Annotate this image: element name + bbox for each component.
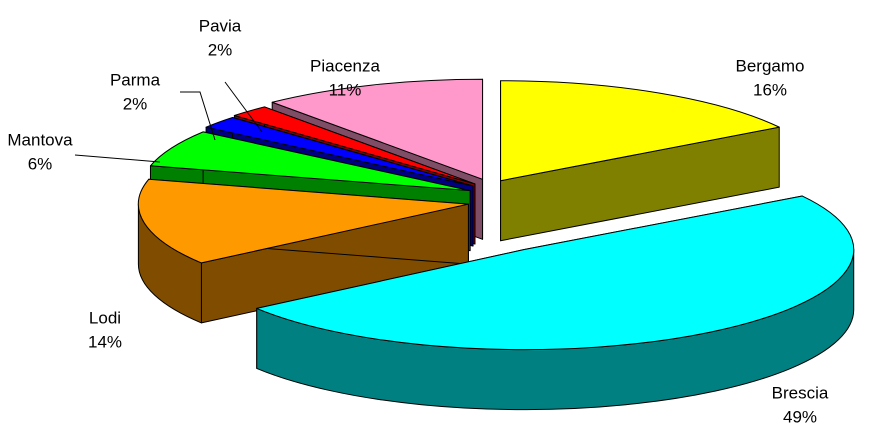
slice-top — [149, 131, 471, 192]
leader-line — [74, 154, 161, 163]
category-label: Mantova — [7, 130, 73, 149]
value-label: 11% — [329, 80, 362, 99]
slice-top — [205, 117, 474, 187]
value-label: 2% — [123, 94, 148, 113]
slice-top — [256, 195, 855, 351]
slice-top — [233, 106, 476, 185]
leader-line — [180, 91, 216, 141]
leader-line — [224, 81, 263, 133]
value-label: 14% — [88, 332, 122, 351]
slice — [500, 80, 780, 242]
value-label: 16% — [753, 80, 787, 99]
slice-top — [137, 178, 469, 264]
value-label: 6% — [28, 154, 53, 173]
slice-top — [500, 80, 780, 182]
value-label: 2% — [208, 40, 233, 59]
category-label: Parma — [110, 70, 161, 89]
category-label: Brescia — [772, 383, 829, 402]
slice — [256, 195, 855, 411]
value-label: 49% — [783, 407, 817, 426]
category-label: Piacenza — [310, 56, 380, 75]
category-label: Bergamo — [736, 56, 805, 75]
slice-top — [271, 78, 484, 180]
category-label: Pavia — [199, 16, 242, 35]
category-label: Lodi — [89, 308, 121, 327]
slice — [137, 178, 469, 324]
